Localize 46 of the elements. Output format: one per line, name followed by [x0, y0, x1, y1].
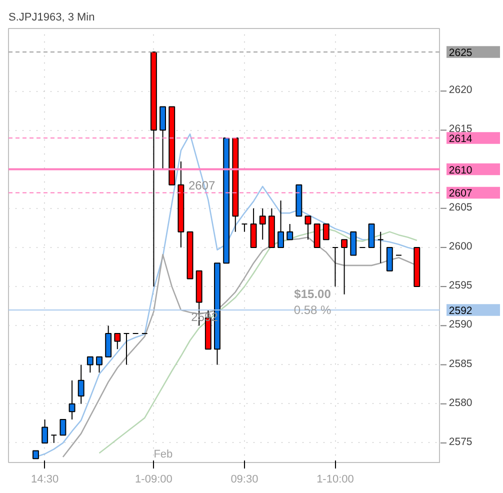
y-tick-label: 2595 — [448, 280, 472, 292]
annotation: $15.00 — [294, 287, 332, 302]
candlestick — [42, 418, 48, 444]
candlestick — [377, 231, 384, 264]
ref-line-label: 2607 — [448, 188, 472, 200]
x-tick-label: 1-10:00 — [316, 474, 354, 486]
x-tick-label: 09:30 — [230, 474, 258, 486]
candlestick — [96, 356, 102, 374]
candlestick — [350, 231, 357, 256]
candlestick — [114, 332, 121, 350]
y-tick-label: 2605 — [448, 201, 472, 214]
ref-line-label: 2592 — [448, 305, 472, 318]
candlestick — [105, 325, 112, 358]
candlestick — [160, 106, 166, 170]
candlestick — [259, 208, 266, 240]
y-tick-label: 2600 — [448, 240, 472, 252]
y-tick-label: 2585 — [448, 358, 472, 370]
candlestick — [368, 223, 375, 248]
y-tick-label: 2590 — [448, 318, 472, 331]
candlestick — [341, 239, 348, 295]
candlestick — [286, 223, 294, 240]
x-tick-label: 14:30 — [31, 474, 59, 486]
ref-line-label: 2614 — [448, 132, 472, 145]
candlestick — [123, 332, 130, 366]
candlestick — [332, 246, 338, 288]
candlestick — [386, 246, 393, 272]
candlestick — [241, 223, 248, 232]
candlestick — [60, 418, 66, 436]
candlestick — [304, 216, 312, 240]
ref-line-label: 2610 — [448, 164, 472, 176]
candlestick — [250, 208, 257, 248]
candlestick — [78, 364, 84, 404]
annotation: Feb — [154, 448, 173, 460]
candlestick — [68, 380, 76, 420]
candlestick — [278, 200, 284, 248]
candlestick — [322, 223, 330, 240]
chart-title: S.JPJ1963, 3 Min — [8, 12, 95, 24]
ref-line-label: 2625 — [448, 46, 472, 59]
y-tick-label: 2615 — [448, 123, 472, 136]
y-tick-label: 2620 — [448, 84, 472, 96]
candlestick — [314, 223, 320, 248]
y-tick-label: 2580 — [448, 396, 472, 409]
y-tick-label: 2575 — [448, 436, 472, 448]
candlestick — [50, 434, 58, 444]
candlestick — [86, 356, 94, 374]
x-tick-label: 1-09:00 — [135, 474, 172, 486]
